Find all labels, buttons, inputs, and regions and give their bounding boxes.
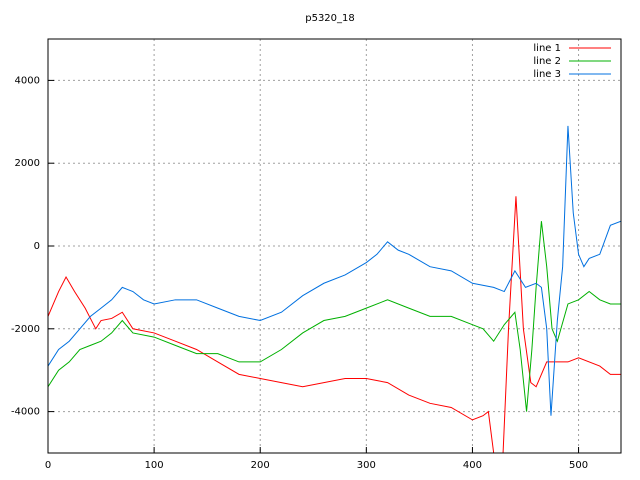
x-tick-label: 500 [569, 460, 588, 471]
x-tick-label: 300 [357, 460, 376, 471]
x-tick-label: 400 [463, 460, 482, 471]
chart-title: p5320_18 [305, 13, 355, 24]
x-tick-label: 200 [251, 460, 270, 471]
y-tick-label: 0 [34, 241, 40, 252]
data-line [48, 125, 621, 416]
y-tick-label: 2000 [15, 158, 40, 169]
data-line [48, 221, 621, 412]
legend-label: line 1 [533, 43, 561, 54]
x-tick-label: 100 [145, 460, 164, 471]
legend-label: line 2 [533, 56, 561, 67]
plot-area [48, 125, 621, 453]
data-line [48, 196, 621, 453]
grid [47, 39, 621, 453]
y-tick-label: -4000 [11, 407, 40, 418]
y-tick-label: -2000 [11, 324, 40, 335]
legend-label: line 3 [533, 69, 561, 80]
y-tick-label: 4000 [15, 75, 40, 86]
x-tick-label: 0 [45, 460, 51, 471]
